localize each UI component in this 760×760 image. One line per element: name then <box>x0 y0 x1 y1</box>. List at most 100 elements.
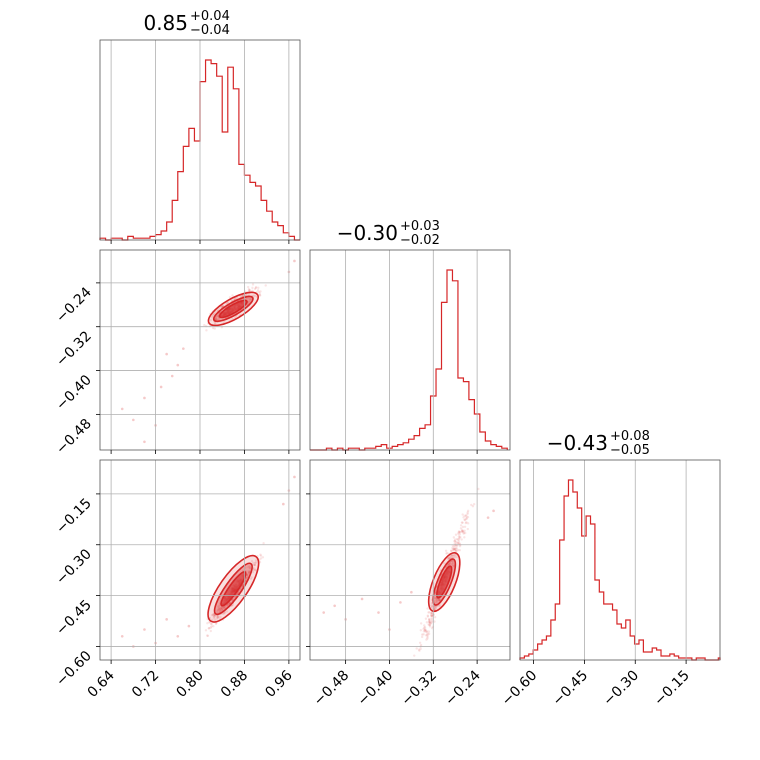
scatter-point <box>429 621 432 625</box>
scatter-point <box>450 563 454 567</box>
scatter-point <box>465 515 468 518</box>
scatter-point <box>425 629 428 633</box>
contour-level-3 <box>218 299 248 319</box>
scatter-layer <box>120 259 495 657</box>
scatter-point <box>456 549 460 552</box>
scatter-point <box>418 641 422 645</box>
scatter-point <box>214 322 217 325</box>
scatter-point <box>437 598 440 602</box>
scatter-point <box>461 525 465 529</box>
histogram-2 <box>310 269 508 451</box>
scatter-point <box>426 615 430 618</box>
scatter-point <box>213 618 216 621</box>
scatter-point <box>241 584 244 588</box>
scatter-point <box>466 527 469 531</box>
scatter-point <box>248 289 251 292</box>
scatter-point <box>205 329 208 332</box>
scatter-point <box>433 596 437 600</box>
scatter-point <box>222 606 225 609</box>
scatter-point <box>424 628 427 632</box>
scatter-point <box>454 549 458 553</box>
panel-title-2: −0.30 <box>337 221 398 245</box>
scatter-point <box>218 604 221 608</box>
scatter-point <box>455 544 458 548</box>
scatter-point <box>451 561 455 565</box>
scatter-point <box>430 614 433 617</box>
scatter-point <box>458 536 461 539</box>
scatter-point <box>217 609 220 612</box>
scatter-point <box>430 627 434 630</box>
scatter-point <box>457 542 461 545</box>
scatter-point <box>430 612 433 615</box>
scatter-outlier <box>377 611 380 614</box>
scatter-point <box>251 289 254 293</box>
scatter-point <box>466 509 470 513</box>
scatter-point <box>418 649 421 652</box>
scatter-point <box>253 563 256 567</box>
scatter-point <box>451 559 454 562</box>
scatter-point <box>258 292 261 295</box>
scatter-point <box>426 636 429 639</box>
scatter-point <box>207 627 210 630</box>
scatter-point <box>428 623 432 626</box>
histogram-1 <box>99 59 300 241</box>
scatter-point <box>218 610 222 613</box>
scatter-point <box>466 522 470 525</box>
panel-title-plus: +0.04 <box>190 9 230 24</box>
scatter-point <box>453 539 456 543</box>
scatter-point <box>211 613 215 616</box>
scatter-point <box>463 518 466 521</box>
scatter-point <box>450 554 453 557</box>
scatter-point <box>462 531 465 534</box>
scatter-point <box>463 536 466 539</box>
panel-title-plus: +0.08 <box>610 429 650 444</box>
scatter-point <box>427 630 431 633</box>
scatter-point <box>427 632 431 636</box>
scatter-point <box>206 634 209 637</box>
scatter-point <box>426 632 429 635</box>
scatter-point <box>453 547 457 551</box>
scatter-point <box>448 562 451 566</box>
scatter-outlier <box>132 418 135 422</box>
scatter-point <box>427 611 430 614</box>
scatter-point <box>258 293 261 297</box>
scatter-point <box>216 616 220 620</box>
scatter-point <box>225 604 229 607</box>
scatter-point <box>459 535 462 539</box>
scatter-point <box>249 297 252 300</box>
scatter-point <box>446 564 449 567</box>
scatter-point <box>456 541 460 545</box>
panel-title-minus: −0.04 <box>190 23 230 38</box>
scatter-point <box>253 561 257 564</box>
x-tick-label: −0.60 <box>499 668 541 710</box>
scatter-point <box>233 297 236 301</box>
scatter-outlier <box>176 634 180 638</box>
scatter-point <box>465 517 468 520</box>
x-tick-label: −0.32 <box>398 668 440 710</box>
scatter-point <box>241 294 244 298</box>
scatter-point <box>254 559 258 562</box>
scatter-point <box>434 607 437 610</box>
scatter-point <box>451 562 454 565</box>
scatter-point <box>413 654 416 657</box>
scatter-point <box>215 610 219 613</box>
scatter-point <box>222 605 226 609</box>
scatter-point <box>223 606 226 609</box>
scatter-point <box>449 549 453 553</box>
scatter-point <box>459 527 463 530</box>
scatter-point <box>217 606 221 610</box>
scatter-point <box>463 525 467 529</box>
scatter-point <box>208 621 211 624</box>
scatter-point <box>470 503 473 507</box>
scatter-point <box>212 613 215 616</box>
contour-level-3 <box>220 571 247 607</box>
scatter-point <box>456 541 459 545</box>
panel-frame <box>309 459 511 661</box>
scatter-points <box>120 475 296 648</box>
scatter-point <box>435 600 439 604</box>
scatter-point <box>248 299 251 303</box>
scatter-point <box>211 314 214 318</box>
scatter-outlier <box>322 611 325 614</box>
scatter-point <box>460 530 464 533</box>
scatter-point <box>216 309 219 312</box>
